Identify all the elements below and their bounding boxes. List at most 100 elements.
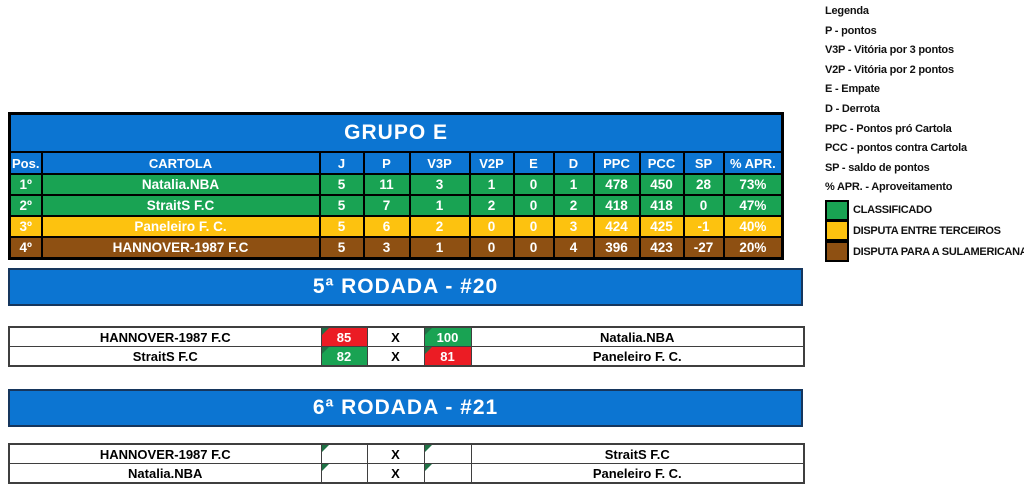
stat-cell-e: 0 <box>512 173 555 196</box>
home-team: HANNOVER-1987 F.C <box>8 443 322 464</box>
stat-cell-p: 6 <box>362 215 411 238</box>
stat-cell-v2p: 0 <box>468 236 515 260</box>
stat-cell-j: 5 <box>318 215 365 238</box>
col-header-sp: SP <box>682 151 725 175</box>
legend-color-keys: CLASSIFICADO DISPUTA ENTRE TERCEIROS DIS… <box>825 199 1024 263</box>
stat-cell-v3p: 1 <box>408 194 471 217</box>
stat-cell-p: 11 <box>362 173 411 196</box>
legend-item-ppc: PPC - Pontos pró Cartola <box>825 122 952 135</box>
green-swatch <box>825 199 849 221</box>
legend-key-label: DISPUTA ENTRE TERCEIROS <box>853 225 1001 238</box>
pos-cell: 3º <box>8 215 43 238</box>
stat-cell-p: 7 <box>362 194 411 217</box>
stat-cell-d: 2 <box>552 194 595 217</box>
table-row: 3º Paneleiro F. C. 5 6 2 0 0 3 424 425 -… <box>8 215 784 238</box>
stat-cell-e: 0 <box>512 236 555 260</box>
group-title: GRUPO E <box>8 112 784 153</box>
vs-separator: X <box>366 443 425 464</box>
stat-cell-ppc: 396 <box>592 236 641 260</box>
round5-title: 5ª RODADA - #20 <box>312 275 499 298</box>
stat-cell-e: 0 <box>512 194 555 217</box>
legend-key-terceiros: DISPUTA ENTRE TERCEIROS <box>825 219 1024 242</box>
away-score <box>423 443 472 464</box>
stat-cell-j: 5 <box>318 173 365 196</box>
stat-cell-v3p: 3 <box>408 173 471 196</box>
legend-key-classificado: CLASSIFICADO <box>825 199 1024 221</box>
stat-cell-pcc: 418 <box>638 194 685 217</box>
vs-separator: X <box>366 326 425 347</box>
stat-cell-ppc: 478 <box>592 173 641 196</box>
round5-match-table: HANNOVER-1987 F.C 85 X 100 Natalia.NBA S… <box>8 326 805 367</box>
stat-cell-e: 0 <box>512 215 555 238</box>
legend-item-e: E - Empate <box>825 83 880 96</box>
round5-banner: 5ª RODADA - #20 <box>8 268 803 306</box>
legend-item-pcc: PCC - pontos contra Cartola <box>825 142 967 155</box>
pos-cell: 2º <box>8 194 43 217</box>
table-row: 4º HANNOVER-1987 F.C 5 3 1 0 0 4 396 423… <box>8 236 784 260</box>
group-table: GRUPO E Pos. CARTOLA J P V3P V2P E D PPC… <box>8 112 785 260</box>
yellow-swatch <box>825 219 849 241</box>
round6-match-table: HANNOVER-1987 F.C X StraitS F.C Natalia.… <box>8 443 805 484</box>
stat-cell-v2p: 2 <box>468 194 515 217</box>
legend-item-d: D - Derrota <box>825 102 880 115</box>
legend-item-sp: SP - saldo de pontos <box>825 161 930 174</box>
col-header-p: P <box>362 151 411 175</box>
stat-cell-sp: 0 <box>682 194 725 217</box>
away-team: StraitS F.C <box>470 443 805 464</box>
round6-banner: 6ª RODADA - #21 <box>8 389 803 427</box>
match-row: HANNOVER-1987 F.C 85 X 100 Natalia.NBA <box>8 326 805 347</box>
pos-cell: 4º <box>8 236 43 260</box>
col-header-v2p: V2P <box>468 151 515 175</box>
away-team: Natalia.NBA <box>470 326 805 347</box>
group-table-header-row: Pos. CARTOLA J P V3P V2P E D PPC PCC SP … <box>8 151 784 175</box>
home-score <box>320 463 368 484</box>
cartola-cell: StraitS F.C <box>40 194 321 217</box>
table-row: 1º Natalia.NBA 5 11 3 1 0 1 478 450 28 7… <box>8 173 784 196</box>
away-score: 100 <box>423 326 472 347</box>
legend-key-label: DISPUTA PARA A SULAMERICANA <box>853 246 1024 259</box>
round6-title: 6ª RODADA - #21 <box>312 396 499 419</box>
legend-key-sulamericana: DISPUTA PARA A SULAMERICANA <box>825 240 1024 263</box>
stat-cell-j: 5 <box>318 194 365 217</box>
legend-item-v2p: V2P - Vitória por 2 pontos <box>825 63 954 76</box>
legend-item-apr: % APR. - Aproveitamento <box>825 181 953 194</box>
match-row: Natalia.NBA X Paneleiro F. C. <box>8 463 805 484</box>
away-team: Paneleiro F. C. <box>470 346 805 367</box>
stat-cell-ppc: 424 <box>592 215 641 238</box>
home-team: StraitS F.C <box>8 346 322 367</box>
vs-separator: X <box>366 463 425 484</box>
stat-cell-j: 5 <box>318 236 365 260</box>
away-score: 81 <box>423 346 472 367</box>
legend-key-label: CLASSIFICADO <box>853 204 932 217</box>
col-header-d: D <box>552 151 595 175</box>
stat-cell-d: 4 <box>552 236 595 260</box>
stat-cell-sp: 28 <box>682 173 725 196</box>
home-score: 85 <box>320 326 368 347</box>
home-team: HANNOVER-1987 F.C <box>8 326 322 347</box>
stat-cell-d: 3 <box>552 215 595 238</box>
col-header-pcc: PCC <box>638 151 685 175</box>
match-row: HANNOVER-1987 F.C X StraitS F.C <box>8 443 805 464</box>
away-score <box>423 463 472 484</box>
stat-cell-v3p: 1 <box>408 236 471 260</box>
stat-cell-apr: 47% <box>722 194 784 217</box>
col-header-e: E <box>512 151 555 175</box>
stat-cell-ppc: 418 <box>592 194 641 217</box>
stat-cell-sp: -1 <box>682 215 725 238</box>
stat-cell-v3p: 2 <box>408 215 471 238</box>
home-score: 82 <box>320 346 368 367</box>
away-team: Paneleiro F. C. <box>470 463 805 484</box>
table-row: 2º StraitS F.C 5 7 1 2 0 2 418 418 0 47% <box>8 194 784 217</box>
stat-cell-p: 3 <box>362 236 411 260</box>
col-header-cartola: CARTOLA <box>40 151 321 175</box>
stat-cell-v2p: 0 <box>468 215 515 238</box>
col-header-j: J <box>318 151 365 175</box>
legend: Legenda P - pontos V3P - Vitória por 3 p… <box>825 2 1024 263</box>
stat-cell-pcc: 425 <box>638 215 685 238</box>
col-header-pos: Pos. <box>8 151 43 175</box>
match-row: StraitS F.C 82 X 81 Paneleiro F. C. <box>8 346 805 367</box>
legend-item-v3p: V3P - Vitória por 3 pontos <box>825 44 954 57</box>
cartola-cell: HANNOVER-1987 F.C <box>40 236 321 260</box>
stat-cell-pcc: 423 <box>638 236 685 260</box>
